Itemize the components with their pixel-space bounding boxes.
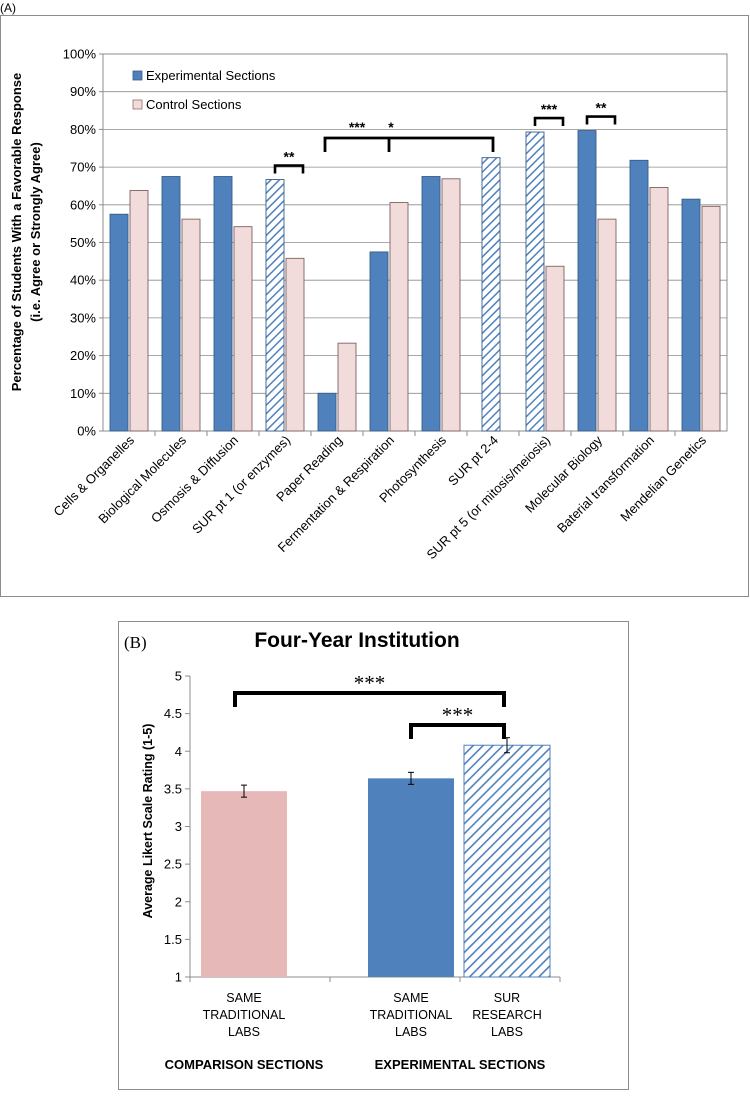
group-label: EXPERIMENTAL SECTIONS [375, 1057, 546, 1072]
y-tick-label: 3 [175, 819, 182, 834]
bar-experimental [421, 176, 441, 432]
bar-control [181, 218, 201, 432]
significance-bracket-wide [323, 136, 495, 152]
x-tick-label: LABS [491, 1025, 523, 1039]
significance-label: * [388, 119, 394, 135]
legend-label-experimental: Experimental Sections [146, 68, 276, 83]
bar [368, 778, 454, 977]
bar-control [701, 205, 721, 432]
panel-b-tag: (B) [124, 633, 147, 652]
y-tick-label: 70% [70, 160, 96, 175]
bar-control [545, 265, 565, 432]
bar-control [389, 202, 409, 432]
bar-control [233, 226, 253, 432]
bar-experimental [681, 198, 701, 432]
significance-bracket [273, 164, 305, 174]
significance-label: ** [596, 100, 607, 116]
y-tick-label: 1.5 [164, 932, 182, 947]
bar-experimental [369, 251, 389, 432]
bar-experimental [525, 131, 545, 432]
bar-experimental [109, 213, 129, 432]
y-tick-label: 90% [70, 84, 96, 99]
significance-bracket [409, 723, 506, 739]
x-tick-label: LABS [395, 1025, 427, 1039]
x-tick-label: LABS [228, 1025, 260, 1039]
bar-experimental [317, 392, 337, 432]
y-tick-label: 80% [70, 122, 96, 137]
significance-label: *** [442, 703, 474, 727]
y-tick-label: 100% [63, 47, 97, 62]
x-tick-label: TRADITIONAL [203, 1008, 286, 1022]
y-tick-label: 10% [70, 386, 96, 401]
x-tick-label: SAME [226, 991, 261, 1005]
bar-control [285, 257, 305, 432]
y-tick-label: 50% [70, 235, 96, 250]
bar-control [441, 178, 461, 432]
significance-label: ** [284, 149, 295, 165]
y-tick-label: 3.5 [164, 781, 182, 796]
legend-label-control: Control Sections [146, 97, 242, 112]
y-axis-label-line1: Percentage of Students With a Favorable … [9, 73, 24, 391]
bar-control [649, 187, 669, 432]
legend-swatch-control [132, 99, 143, 110]
bar-experimental [161, 176, 181, 432]
significance-bracket [533, 116, 565, 127]
y-tick-label: 4.5 [164, 706, 182, 721]
y-tick-label: 5 [175, 669, 182, 684]
bar [463, 744, 551, 978]
bar-experimental [629, 159, 649, 432]
bar-control [597, 218, 617, 432]
legend-swatch-experimental [132, 70, 143, 81]
x-tick-label: SUR [494, 991, 520, 1005]
y-tick-label: 4 [175, 744, 182, 759]
panel-b-title: Four-Year Institution [254, 629, 459, 652]
bar [201, 791, 287, 977]
panel-a-tag: (A) [0, 1, 16, 15]
bar-control [337, 342, 357, 432]
panel-b-y-axis-label: Average Likert Scale Rating (1-5) [141, 724, 155, 919]
x-tick-label: TRADITIONAL [370, 1008, 453, 1022]
significance-label: *** [354, 671, 386, 695]
panel-a-chart: (A) Percentage of Students With a Favora… [0, 1, 749, 597]
y-axis-label-line2: (i.e. Agree or Strongly Agree) [28, 142, 43, 322]
y-tick-label: 40% [70, 273, 96, 288]
bar-experimental [265, 179, 285, 432]
bar-experimental [481, 157, 501, 432]
group-label: COMPARISON SECTIONS [165, 1057, 324, 1072]
y-tick-label: 60% [70, 197, 96, 212]
x-tick-label: SAME [393, 991, 428, 1005]
y-tick-label: 30% [70, 310, 96, 325]
y-tick-label: 2 [175, 894, 182, 909]
significance-label: *** [349, 119, 366, 135]
y-tick-label: 1 [175, 970, 182, 985]
y-tick-label: 0% [77, 424, 96, 439]
significance-label: *** [541, 101, 558, 117]
y-tick-label: 2.5 [164, 857, 182, 872]
significance-bracket [233, 691, 506, 707]
bar-experimental [213, 176, 233, 432]
bar-control [129, 190, 149, 432]
panel-b-frame [118, 621, 629, 1090]
significance-bracket [585, 115, 617, 125]
bar-experimental [577, 130, 597, 432]
y-tick-label: 20% [70, 348, 96, 363]
x-tick-label: RESEARCH [472, 1008, 541, 1022]
